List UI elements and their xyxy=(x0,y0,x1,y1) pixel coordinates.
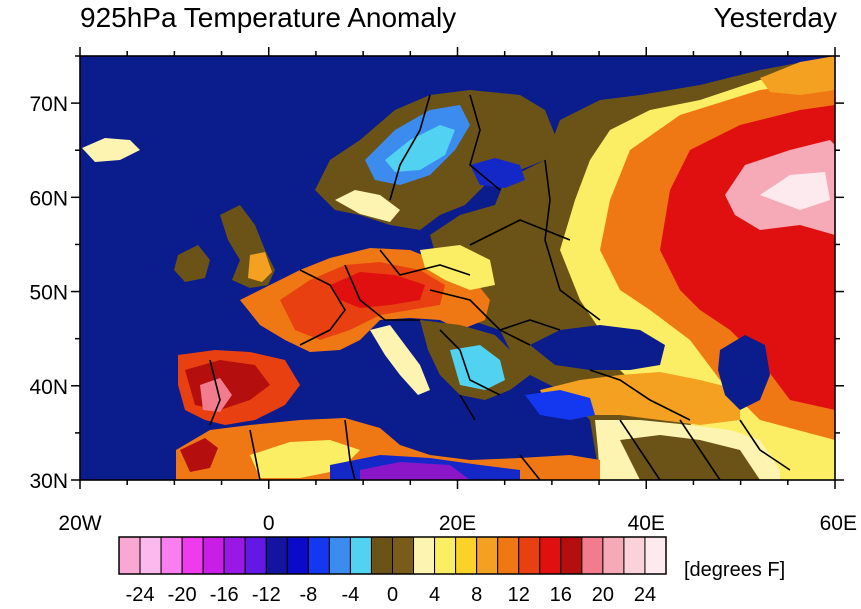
turkey-cool xyxy=(525,390,595,420)
balkans-cool xyxy=(450,345,505,390)
border-line xyxy=(344,419,356,480)
colorbar-swatch xyxy=(223,536,246,575)
lon-tick-label: 60E xyxy=(820,512,857,535)
lon-tick-label: 40E xyxy=(628,512,665,535)
colorbar-swatch xyxy=(392,536,415,575)
ireland-land xyxy=(174,245,210,282)
country-borders xyxy=(209,94,791,480)
colorbar-swatch xyxy=(307,536,330,575)
colorbar-tick-label: 0 xyxy=(387,584,398,606)
colorbar-swatch xyxy=(181,536,204,575)
colorbar-tick-label: -4 xyxy=(342,584,360,606)
lon-tick-label: 20E xyxy=(439,512,476,535)
border-line xyxy=(499,319,561,331)
border-line xyxy=(299,269,346,346)
colorbar-swatch xyxy=(370,536,394,575)
border-line xyxy=(519,454,541,480)
lat-tick-label: 40N xyxy=(29,376,68,399)
colorbar-swatch xyxy=(328,536,351,575)
libya-cold xyxy=(360,462,470,480)
colorbar-swatch xyxy=(581,536,604,575)
poland-yellow-band xyxy=(420,245,495,290)
great-britain-warm xyxy=(248,252,272,282)
colorbar-swatch xyxy=(602,536,625,575)
arctic-coast-land xyxy=(760,56,835,95)
colorbar-swatch xyxy=(118,536,141,575)
italy-land xyxy=(370,325,430,395)
iberia-hottest xyxy=(200,378,232,412)
border-line xyxy=(429,289,531,346)
colorbar-tick-label: -12 xyxy=(252,584,281,606)
border-line xyxy=(249,429,261,480)
lon-tick-label: 20W xyxy=(58,512,101,535)
colorbar-swatch xyxy=(560,536,583,575)
border-line xyxy=(389,94,431,201)
map-title: 925hPa Temperature Anomaly xyxy=(80,2,457,33)
colorbar-unit-label: [degrees F] xyxy=(684,559,785,581)
map-axes: 70N 60N 50N 40N 30N 20W 0 20E 40E 60E xyxy=(29,47,857,535)
lat-tick-label: 70N xyxy=(29,93,68,116)
colorbar-swatch xyxy=(160,536,183,575)
border-line xyxy=(469,219,571,246)
colorbar-swatch xyxy=(476,536,499,575)
colorbar-tick-label: -16 xyxy=(210,584,239,606)
border-line xyxy=(469,94,501,191)
colorbar-tick-label: -8 xyxy=(299,584,317,606)
colorbar-swatch xyxy=(202,536,225,575)
colorbar-swatch xyxy=(434,536,457,575)
colorbar-swatch xyxy=(623,536,646,575)
border-line xyxy=(589,369,691,421)
border-line xyxy=(344,264,420,321)
colorbar-swatch xyxy=(349,536,372,575)
colorbar: -24 -20 -16 -12 -8 -4 0 4 8 12 16 20 24 [degrees F] xyxy=(118,536,785,606)
iceland-land xyxy=(82,138,140,162)
border-line xyxy=(739,419,791,471)
middle-east-neutral xyxy=(620,435,760,480)
lat-tick-label: 60N xyxy=(29,187,68,210)
colorbar-frame xyxy=(118,536,667,575)
colorbar-swatch xyxy=(455,536,478,575)
lon-tick-label: 0 xyxy=(263,512,275,535)
russia-hottest-core xyxy=(760,172,830,210)
colorbar-swatch xyxy=(518,536,541,575)
colorbar-swatch xyxy=(286,536,309,575)
colorbar-swatch xyxy=(644,536,667,575)
colorbar-swatch xyxy=(265,536,288,575)
land-anomaly-layer xyxy=(82,56,835,480)
lat-tick-label: 30N xyxy=(29,470,68,493)
border-line xyxy=(544,159,601,321)
colorbar-swatch xyxy=(539,536,562,575)
border-line xyxy=(209,359,221,426)
map-subtitle: Yesterday xyxy=(713,2,838,33)
border-line xyxy=(679,419,721,480)
finland-lake-cool xyxy=(470,158,525,188)
colorbar-tick-label: 24 xyxy=(634,584,656,606)
scandinavia-yellow-fringe xyxy=(335,190,400,222)
colorbar-tick-label: -24 xyxy=(126,584,155,606)
colorbar-swatch xyxy=(244,536,267,575)
colorbar-swatch xyxy=(413,536,436,575)
colorbar-tick-label: 4 xyxy=(429,584,440,606)
lat-tick-label: 50N xyxy=(29,282,68,305)
colorbar-tick-label: 16 xyxy=(550,584,572,606)
border-line xyxy=(619,419,661,480)
border-line xyxy=(439,329,501,396)
caspian-sea xyxy=(718,335,770,410)
central-europe-hot xyxy=(330,272,425,308)
border-line xyxy=(459,394,476,421)
colorbar-tick-label: 8 xyxy=(471,584,482,606)
colorbar-tick-label: 20 xyxy=(592,584,614,606)
northwest-africa-hot xyxy=(180,438,218,472)
colorbar-swatch xyxy=(139,536,162,575)
colorbar-tick-label: -20 xyxy=(168,584,197,606)
colorbar-swatch xyxy=(497,536,520,575)
colorbar-tick-label: 12 xyxy=(508,584,530,606)
border-line xyxy=(379,249,471,276)
map-plot-area xyxy=(79,55,836,481)
black-sea xyxy=(530,325,665,370)
